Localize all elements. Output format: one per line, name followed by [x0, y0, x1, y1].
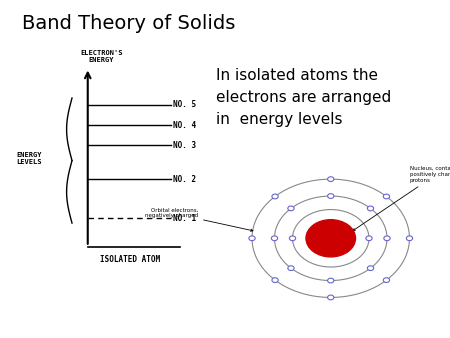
Text: NO. 3: NO. 3 — [173, 141, 196, 150]
Circle shape — [366, 236, 372, 241]
Circle shape — [328, 295, 334, 300]
Circle shape — [328, 278, 334, 283]
Circle shape — [289, 236, 296, 241]
Circle shape — [272, 278, 278, 283]
Text: NO. 4: NO. 4 — [173, 121, 196, 129]
Text: NO. 2: NO. 2 — [173, 175, 196, 184]
Text: ENERGY
LEVELS: ENERGY LEVELS — [17, 152, 42, 165]
Circle shape — [328, 177, 334, 182]
Circle shape — [383, 278, 390, 283]
Circle shape — [249, 236, 255, 241]
Circle shape — [383, 194, 390, 199]
Text: In isolated atoms the
electrons are arranged
in  energy levels: In isolated atoms the electrons are arra… — [216, 68, 391, 127]
Circle shape — [367, 206, 374, 211]
Circle shape — [288, 266, 294, 270]
Text: Nucleus, containing
positively charged
protons: Nucleus, containing positively charged p… — [353, 166, 450, 231]
Text: ISOLATED ATOM: ISOLATED ATOM — [100, 255, 161, 264]
Text: ELECTRON'S
ENERGY: ELECTRON'S ENERGY — [80, 50, 122, 63]
Circle shape — [272, 194, 278, 199]
Text: NO. 1: NO. 1 — [173, 214, 196, 222]
Circle shape — [328, 194, 334, 198]
Text: NO. 5: NO. 5 — [173, 100, 196, 109]
Circle shape — [288, 206, 294, 211]
Circle shape — [271, 236, 278, 241]
Circle shape — [406, 236, 413, 241]
Circle shape — [306, 220, 356, 257]
Text: Orbital electrons,
negatively charged: Orbital electrons, negatively charged — [145, 208, 253, 231]
Circle shape — [384, 236, 390, 241]
Circle shape — [367, 266, 374, 270]
Text: Band Theory of Solids: Band Theory of Solids — [22, 14, 236, 32]
